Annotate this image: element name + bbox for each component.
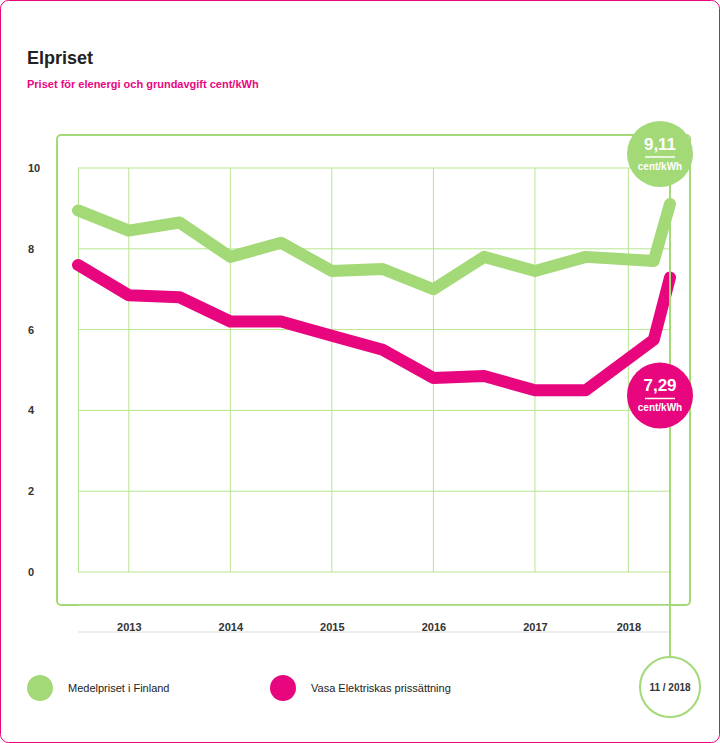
grid-line-y (78, 491, 670, 492)
y-tick: 8 (28, 243, 78, 255)
annotation-value: 9,11 (644, 135, 676, 154)
grid-line-x (534, 168, 535, 572)
x-axis-line (79, 605, 671, 606)
legend-label: Medelpriset i Finland (68, 682, 170, 694)
x-tick: 2015 (320, 605, 344, 633)
grid-line-y (78, 168, 670, 169)
x-tick: 2014 (219, 605, 244, 633)
series-line (78, 204, 670, 289)
annotation-bubble (627, 362, 693, 428)
chart-svg: Elpriset Priset för elenergi och grundavg… (0, 0, 720, 743)
x-tick-label: 2014 (219, 621, 244, 633)
annotations: 9,11 cent/kWh 7,29 cent/kWh 11 / 2018 (627, 121, 700, 717)
y-tick: 0 (28, 566, 78, 578)
x-tick-label: 2013 (117, 621, 141, 633)
x-tick-label: 2015 (320, 621, 344, 633)
x-tick: 2016 (422, 605, 446, 633)
grid-line-x (628, 168, 629, 572)
x-axis-baseline (78, 632, 670, 633)
y-tick: 10 (28, 162, 78, 174)
x-tick-label: 2018 (617, 621, 641, 633)
chart-container: Elpriset Priset för elenergi och grundavg… (0, 0, 720, 743)
grid-line-y (78, 329, 670, 330)
date-label: 11 / 2018 (649, 682, 691, 693)
y-tick-label: 6 (28, 324, 34, 336)
grid (78, 168, 670, 572)
x-tick: 2013 (117, 605, 141, 633)
card-border (1, 1, 720, 743)
annotation-bubble (627, 121, 693, 187)
y-axis: 0 2 4 6 8 10 (28, 162, 79, 578)
y-tick: 6 (28, 324, 78, 336)
annotation-unit: cent/kWh (638, 161, 682, 172)
y-tick-label: 2 (28, 485, 34, 497)
grid-line-y (78, 410, 670, 411)
y-tick-label: 0 (28, 566, 34, 578)
grid-line-y (78, 248, 670, 249)
legend: Medelpriset i Finland Vasa Elektriskas pr… (27, 675, 451, 701)
annotation-divider (645, 156, 675, 158)
grid-line-x (230, 168, 231, 572)
x-tick-label: 2017 (523, 621, 547, 633)
annotation-unit: cent/kWh (638, 402, 682, 413)
y-tick-label: 10 (28, 162, 40, 174)
title: Elpriset (27, 48, 93, 68)
y-tick: 2 (28, 485, 78, 497)
series-line (78, 265, 670, 390)
grid-line-x (433, 168, 434, 572)
annotation-value: 7,29 (643, 376, 676, 395)
legend-label: Vasa Elektriskas prissättning (311, 682, 451, 694)
x-tick: 2018 (617, 605, 641, 633)
y-tick-label: 8 (28, 243, 34, 255)
y-tick-label: 4 (28, 404, 35, 416)
legend-swatch (270, 675, 296, 701)
subtitle: Priset för elenergi och grundavgift cent… (27, 78, 259, 90)
legend-swatch (27, 675, 53, 701)
x-tick: 2017 (523, 605, 547, 633)
y-axis-line (78, 169, 79, 573)
x-tick-label: 2016 (422, 621, 446, 633)
date-bubble (640, 657, 700, 717)
y-tick: 4 (28, 404, 78, 416)
plot-frame (57, 135, 690, 605)
x-axis: 2013 2014 2015 2016 2017 2018 (79, 605, 671, 633)
grid-line-y (78, 572, 670, 573)
grid-line-x (331, 168, 332, 572)
annotation-divider (645, 398, 675, 400)
plot-area (78, 204, 670, 390)
